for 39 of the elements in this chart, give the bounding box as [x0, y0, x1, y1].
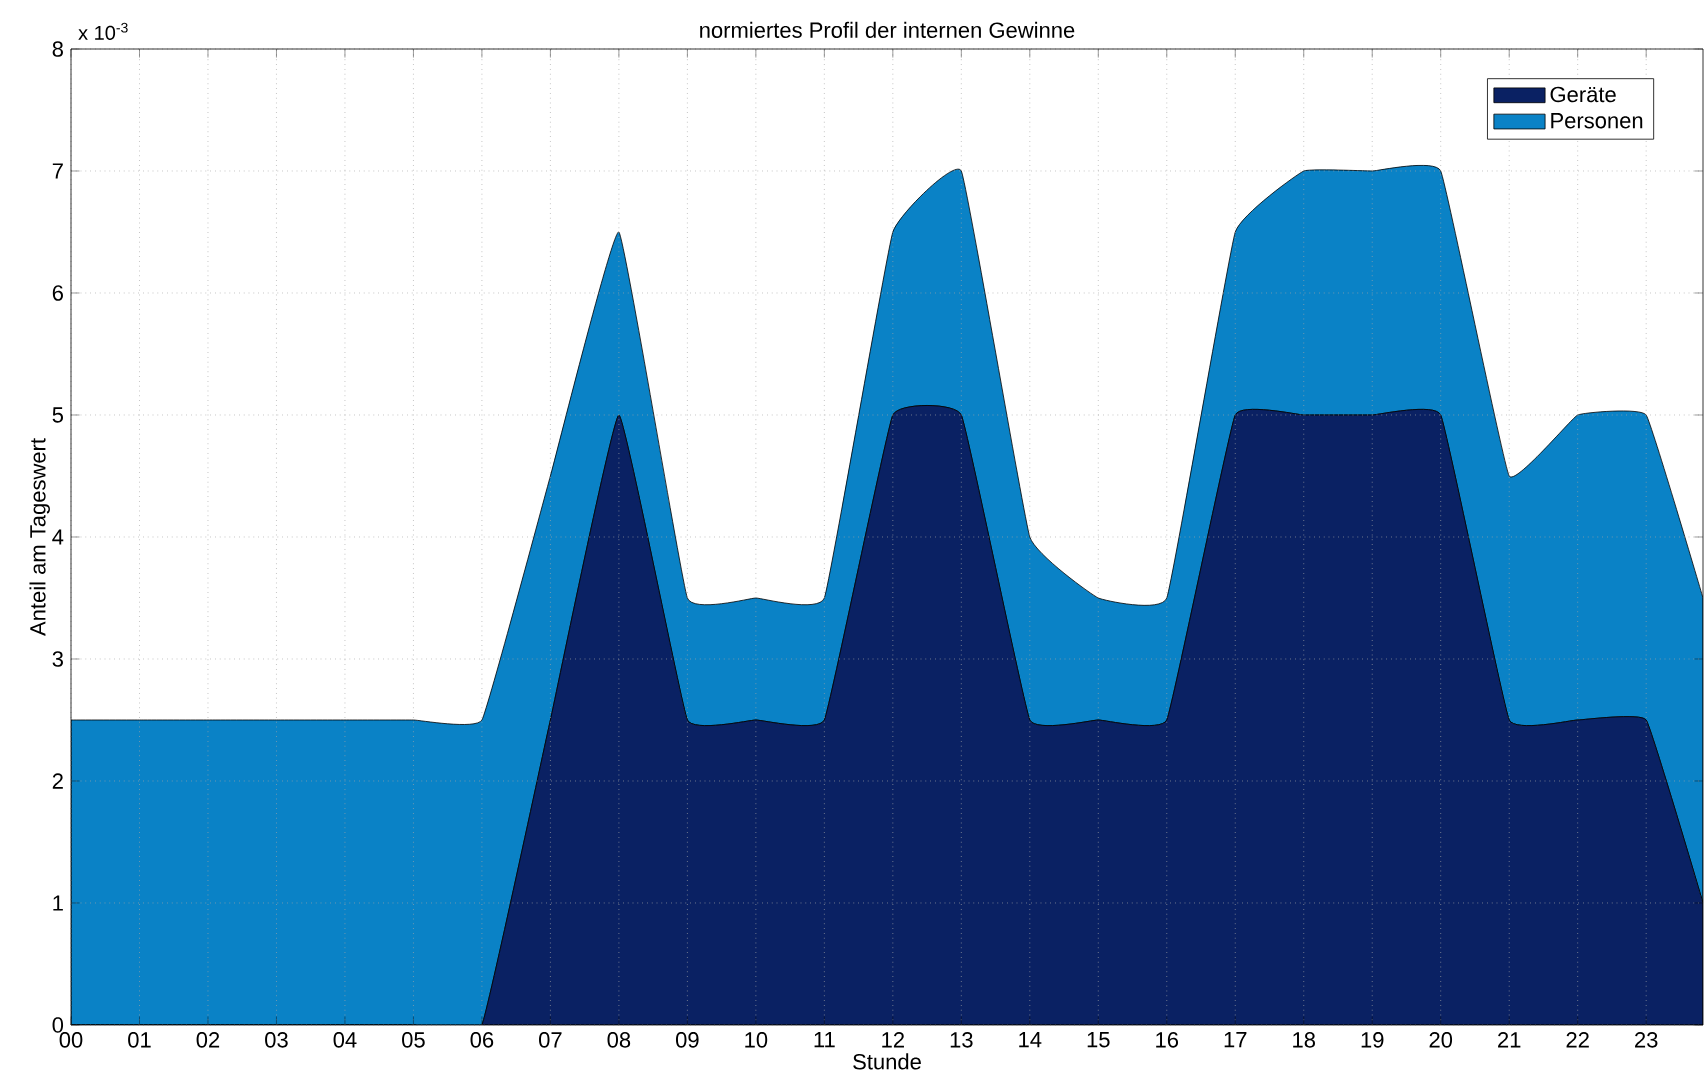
y-axis-title: Anteil am Tageswert — [29, 438, 50, 637]
x-tick-label: 01 — [128, 1032, 151, 1048]
y-tick-label: 7 — [52, 163, 63, 179]
x-tick-label: 15 — [1087, 1032, 1110, 1048]
x-tick-label: 18 — [1293, 1032, 1315, 1048]
x-tick-label: 09 — [675, 1032, 699, 1048]
x-tick-label: 06 — [470, 1032, 494, 1048]
y-tick-label: 5 — [52, 407, 63, 423]
x-tick-label: 17 — [1224, 1032, 1247, 1048]
y-tick-label: 6 — [52, 285, 63, 301]
x-tick-label: 16 — [1156, 1032, 1179, 1048]
y-tick-label: 8 — [52, 41, 63, 57]
x-axis-title: Stunde — [853, 1053, 921, 1070]
y-tick-label: 2 — [52, 773, 63, 789]
y-tick-label: 1 — [53, 895, 63, 911]
x-tick-label: 00 — [59, 1032, 83, 1048]
x-tick-label: 19 — [1361, 1032, 1384, 1048]
x-tick-label: 13 — [950, 1032, 973, 1048]
x-tick-label: 05 — [402, 1032, 425, 1048]
x-tick-label: 23 — [1635, 1032, 1658, 1048]
x-tick-label: 12 — [882, 1032, 904, 1048]
legend-label: Personen — [1551, 113, 1643, 129]
x-tick-label: 07 — [539, 1032, 562, 1048]
x-tick-label: 10 — [745, 1032, 768, 1048]
x-tick-label: 08 — [607, 1032, 631, 1048]
x-tick-label: 03 — [265, 1032, 288, 1048]
y-tick-label: 4 — [52, 529, 64, 545]
y-tick-label: 0 — [52, 1017, 64, 1033]
x-tick-label: 21 — [1498, 1032, 1521, 1048]
y-tick-label: 3 — [52, 651, 63, 667]
x-tick-label: 02 — [196, 1032, 220, 1048]
text: x 10$^{-3}$ — [78, 22, 128, 40]
legend-label: Geräte — [1550, 86, 1616, 103]
x-tick-label: 22 — [1566, 1032, 1589, 1048]
chart-title: normiertes Profil der internen Gewinne — [700, 21, 1075, 38]
x-tick-label: 11 — [814, 1032, 835, 1048]
x-tick-label: 14 — [1019, 1032, 1042, 1048]
x-tick-label: 20 — [1429, 1032, 1453, 1048]
x-tick-label: 04 — [333, 1032, 357, 1048]
